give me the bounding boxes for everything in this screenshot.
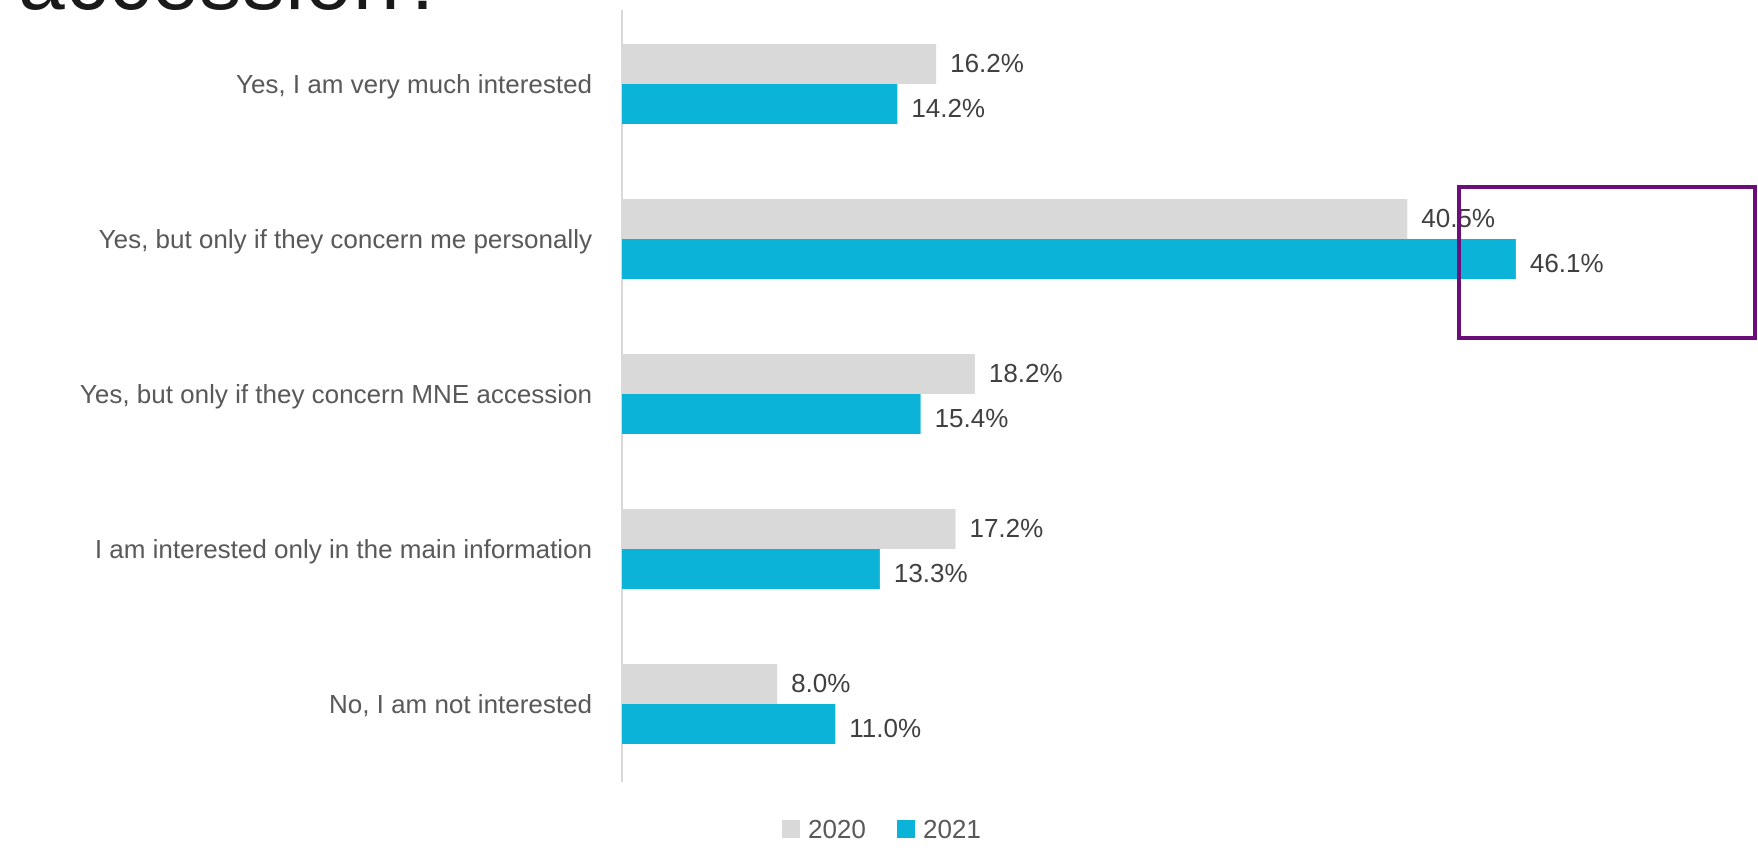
legend-swatch-2021 bbox=[897, 820, 915, 838]
data-label: 18.2% bbox=[989, 358, 1063, 388]
data-label: 15.4% bbox=[935, 403, 1009, 433]
highlight-box bbox=[1457, 185, 1757, 340]
data-label: 8.0% bbox=[791, 668, 850, 698]
bar-2021 bbox=[622, 239, 1516, 279]
legend-label: 2020 bbox=[808, 814, 866, 844]
bar-2020 bbox=[622, 664, 778, 704]
bar-2020 bbox=[622, 44, 937, 84]
bar-2021 bbox=[622, 394, 921, 434]
data-label: 17.2% bbox=[970, 513, 1044, 543]
category-label: Yes, I am very much interested bbox=[236, 69, 592, 99]
data-label: 16.2% bbox=[950, 48, 1024, 78]
bar-2021 bbox=[622, 549, 880, 589]
data-label: 13.3% bbox=[894, 558, 968, 588]
data-label: 14.2% bbox=[911, 93, 985, 123]
category-label: No, I am not interested bbox=[329, 689, 592, 719]
bar-2021 bbox=[622, 704, 836, 744]
category-label: Yes, but only if they concern MNE access… bbox=[80, 379, 592, 409]
category-label: Yes, but only if they concern me persona… bbox=[99, 224, 592, 254]
legend-label: 2021 bbox=[923, 814, 981, 844]
bar-2020 bbox=[622, 354, 975, 394]
chart-title-fragment: accession? bbox=[18, 0, 448, 22]
bar-2020 bbox=[622, 509, 956, 549]
data-label: 11.0% bbox=[849, 713, 921, 743]
data-label: 46.1% bbox=[1530, 248, 1604, 278]
bar-2021 bbox=[622, 84, 898, 124]
legend-swatch-2020 bbox=[782, 820, 800, 838]
category-label: I am interested only in the main informa… bbox=[95, 534, 592, 564]
bar-2020 bbox=[622, 199, 1408, 239]
